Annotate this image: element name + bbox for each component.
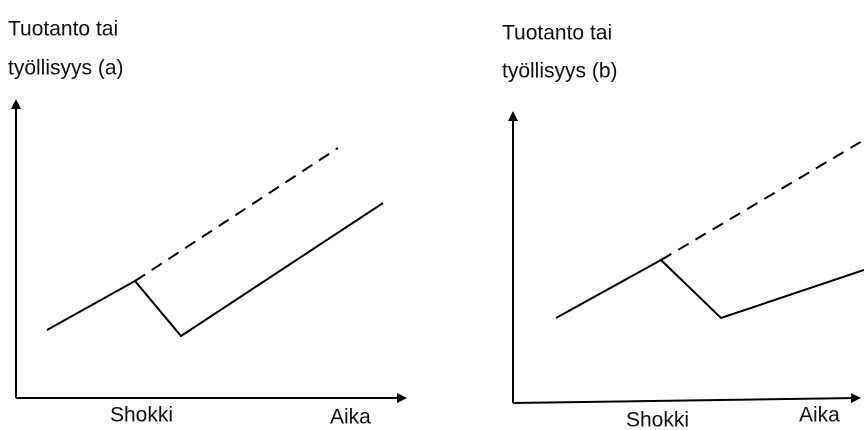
- x-label: Aika: [330, 406, 371, 429]
- event-label: Shokki: [110, 404, 173, 427]
- actual-path: [555, 258, 864, 320]
- y-label-line: työllisyys (a): [8, 57, 124, 80]
- trend-path: [134, 147, 339, 282]
- y-label-line: Tuotanto tai: [8, 18, 118, 41]
- y-label-line: Tuotanto tai: [502, 22, 612, 45]
- x-label: Aika: [799, 404, 840, 427]
- event-label: Shokki: [626, 409, 689, 430]
- y-label-line: työllisyys (b): [502, 60, 618, 83]
- trend-path: [660, 139, 864, 261]
- x-axis: [512, 393, 861, 404]
- panel-a: Tuotanto tai työllisyys (a) Shokki Aika: [8, 18, 407, 429]
- actual-path: [46, 202, 384, 338]
- panel-b: Tuotanto tai työllisyys (b) Shokki Aika: [502, 22, 864, 430]
